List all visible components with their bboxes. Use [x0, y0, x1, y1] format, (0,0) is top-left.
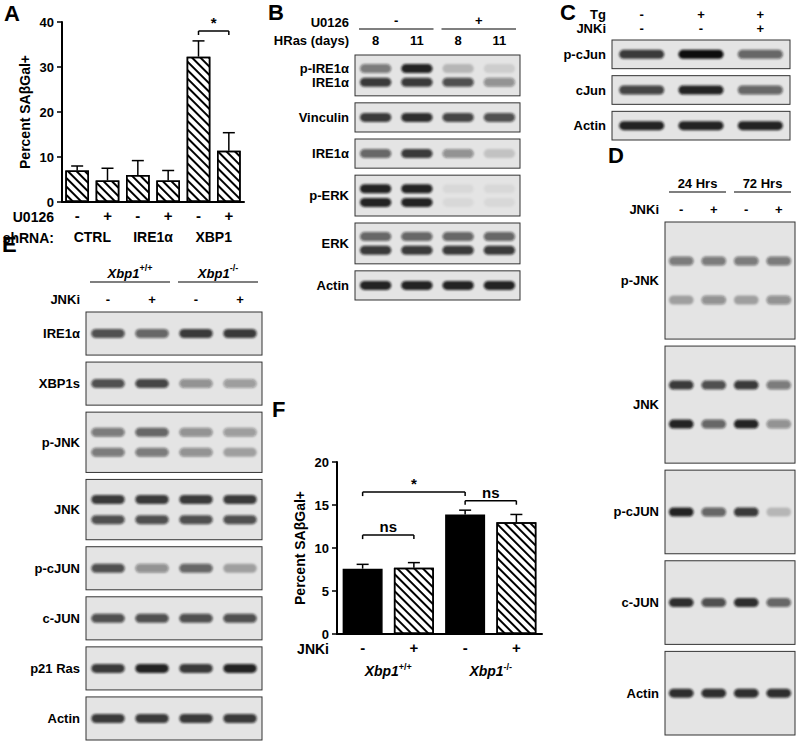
svg-text:+: +	[148, 292, 156, 307]
svg-text:p-ERK: p-ERK	[309, 188, 349, 203]
svg-text:Tg: Tg	[590, 7, 606, 22]
svg-text:CTRL: CTRL	[74, 229, 112, 245]
svg-text:+/+: +/+	[399, 662, 412, 672]
svg-text:A: A	[4, 1, 20, 26]
svg-text:-: -	[699, 21, 703, 36]
svg-text:*: *	[411, 475, 417, 492]
svg-text:IRE1α: IRE1α	[312, 75, 349, 90]
svg-text:-: -	[639, 21, 643, 36]
svg-text:JNKi: JNKi	[297, 641, 329, 657]
svg-text:JNKi: JNKi	[50, 292, 80, 307]
svg-text:+: +	[103, 207, 112, 224]
svg-text:p-cJUN: p-cJUN	[613, 504, 659, 519]
svg-text:24 Hrs: 24 Hrs	[678, 176, 718, 191]
svg-text:10: 10	[40, 150, 54, 165]
svg-text:C: C	[560, 0, 576, 25]
svg-text:Percent SAβGal+: Percent SAβGal+	[292, 491, 308, 605]
svg-text:+: +	[475, 13, 483, 28]
svg-text:p-IRE1α: p-IRE1α	[300, 61, 349, 76]
svg-text:+: +	[236, 292, 244, 307]
svg-text:-: -	[639, 7, 643, 22]
svg-text:*: *	[211, 14, 217, 31]
svg-text:IRE1α: IRE1α	[312, 146, 349, 161]
svg-text:JNKi: JNKi	[629, 202, 659, 217]
svg-text:+: +	[224, 207, 233, 224]
svg-text:ns: ns	[482, 484, 500, 501]
svg-text:Percent SAβGal+: Percent SAβGal+	[17, 55, 33, 169]
svg-text:10: 10	[315, 541, 329, 556]
svg-text:Actin: Actin	[627, 686, 660, 701]
svg-text:XBP1: XBP1	[195, 229, 232, 245]
svg-text:15: 15	[315, 498, 329, 513]
svg-text:cJun: cJun	[576, 83, 606, 98]
svg-text:8: 8	[455, 33, 462, 48]
svg-text:Xbp1: Xbp1	[364, 663, 399, 679]
svg-text:11: 11	[493, 33, 507, 48]
svg-text:-: -	[106, 292, 110, 307]
svg-text:IRE1α: IRE1α	[43, 326, 80, 341]
svg-text:-: -	[463, 639, 468, 656]
svg-text:20: 20	[315, 455, 329, 470]
svg-text:-: -	[194, 292, 198, 307]
svg-text:5: 5	[322, 584, 329, 599]
svg-text:+: +	[164, 207, 173, 224]
svg-text:+: +	[512, 639, 521, 656]
svg-text:ERK: ERK	[322, 236, 350, 251]
svg-text:E: E	[2, 232, 17, 257]
svg-text:-: -	[196, 207, 201, 224]
svg-text:72 Hrs: 72 Hrs	[743, 176, 783, 191]
svg-text:JNK: JNK	[54, 502, 81, 517]
svg-text:+: +	[710, 202, 718, 217]
svg-text:p-JNK: p-JNK	[42, 435, 81, 450]
svg-text:Actin: Actin	[317, 278, 350, 293]
svg-text:Xbp1+/+: Xbp1+/+	[107, 263, 153, 281]
svg-text:+: +	[697, 7, 705, 22]
svg-text:-: -	[679, 202, 683, 217]
svg-text:U0126: U0126	[311, 15, 349, 30]
svg-text:shRNA:: shRNA:	[3, 230, 54, 246]
svg-text:XBP1s: XBP1s	[39, 376, 80, 391]
svg-text:8: 8	[372, 33, 379, 48]
svg-text:0: 0	[322, 627, 329, 642]
svg-text:30: 30	[40, 60, 54, 75]
svg-text:Xbp1: Xbp1	[468, 663, 503, 679]
svg-text:-: -	[75, 207, 80, 224]
svg-text:p-cJUN: p-cJUN	[34, 561, 80, 576]
svg-text:Actin: Actin	[48, 711, 81, 726]
svg-text:Vinculin: Vinculin	[299, 110, 349, 125]
svg-text:+: +	[775, 202, 783, 217]
svg-text:-: -	[744, 202, 748, 217]
svg-text:-: -	[360, 639, 365, 656]
svg-text:JNK: JNK	[633, 397, 660, 412]
svg-text:IRE1α: IRE1α	[133, 229, 173, 245]
svg-text:p-cJun: p-cJun	[563, 47, 606, 62]
svg-text:D: D	[608, 143, 624, 168]
svg-text:40: 40	[40, 15, 54, 30]
svg-text:c-JUN: c-JUN	[42, 611, 80, 626]
svg-text:11: 11	[410, 33, 424, 48]
svg-text:F: F	[272, 397, 285, 422]
svg-text:HRas (days): HRas (days)	[274, 33, 349, 48]
svg-text:-: -	[394, 13, 398, 28]
svg-text:p21 Ras: p21 Ras	[30, 661, 80, 676]
svg-text:20: 20	[40, 105, 54, 120]
svg-text:p-JNK: p-JNK	[621, 273, 660, 288]
svg-text:-/-: -/-	[504, 662, 513, 672]
svg-text:0: 0	[47, 195, 54, 210]
svg-text:+: +	[409, 639, 418, 656]
svg-text:Actin: Actin	[574, 118, 607, 133]
svg-text:-: -	[135, 207, 140, 224]
svg-text:B: B	[268, 0, 284, 25]
svg-text:ns: ns	[379, 518, 397, 535]
svg-text:c-JUN: c-JUN	[621, 595, 659, 610]
svg-text:+: +	[757, 21, 765, 36]
svg-text:Xbp1-/-: Xbp1-/-	[197, 263, 238, 281]
svg-text:U0126: U0126	[13, 209, 54, 225]
svg-text:+: +	[757, 7, 765, 22]
svg-text:JNKi: JNKi	[576, 21, 606, 36]
